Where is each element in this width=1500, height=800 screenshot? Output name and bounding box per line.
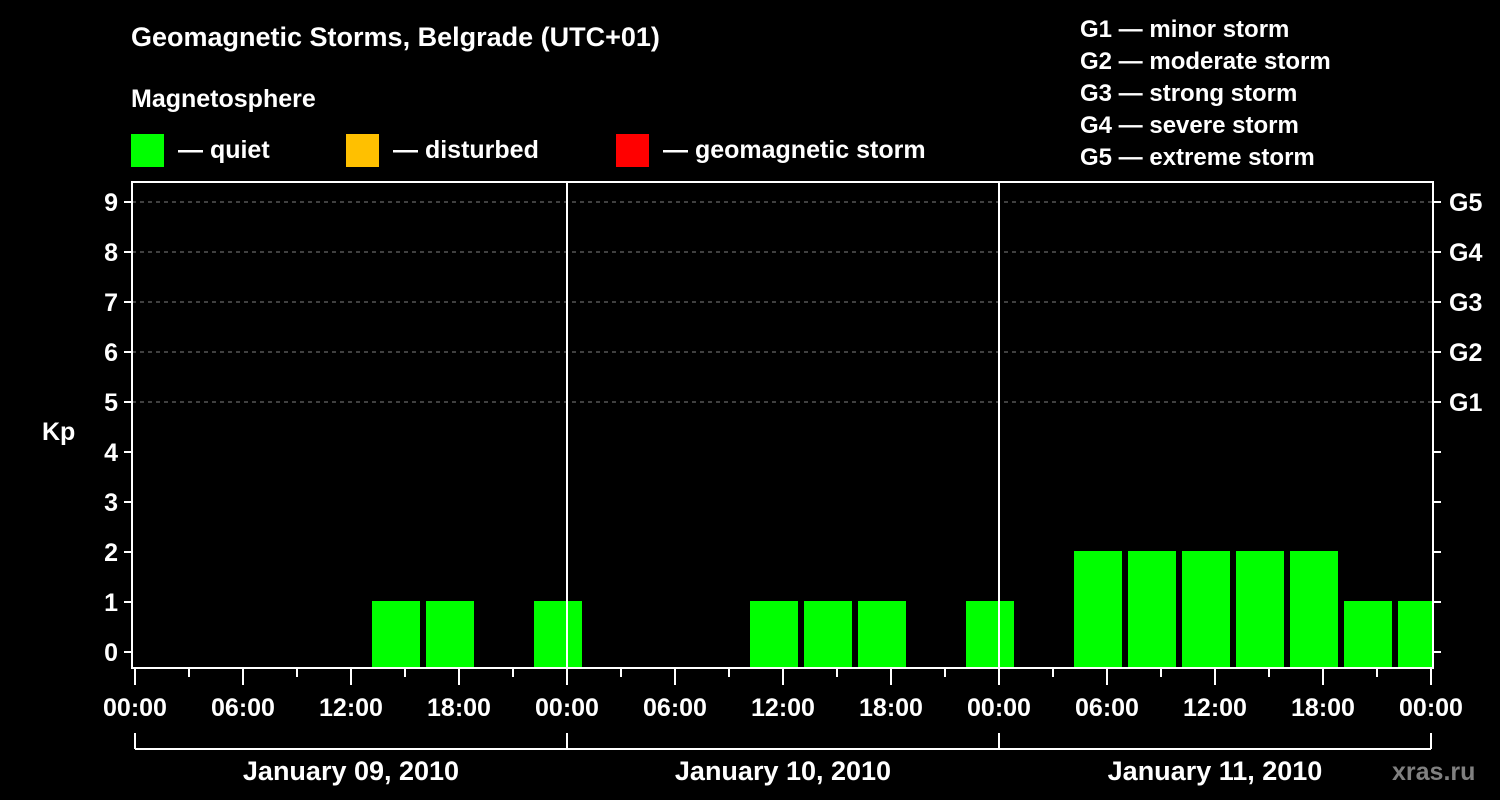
kp-bar (1074, 551, 1122, 667)
storm-scale-g1: G1 — minor storm (1080, 16, 1290, 43)
y-tick-label: 4 (104, 439, 118, 467)
y-tick-label: 9 (104, 189, 118, 217)
x-tick-label: 12:00 (1183, 694, 1247, 722)
day-label: January 10, 2010 (675, 756, 891, 786)
y-tick-label: 8 (104, 239, 118, 267)
x-tick-label: 06:00 (211, 694, 275, 722)
x-tick-label: 00:00 (1399, 694, 1463, 722)
kp-bar (1182, 551, 1230, 667)
kp-bar (750, 601, 798, 667)
x-tick-label: 12:00 (751, 694, 815, 722)
g-scale-label: G3 (1449, 289, 1482, 317)
y-tick-label: 3 (104, 489, 118, 517)
y-tick-label: 0 (104, 639, 118, 667)
x-tick-label: 12:00 (319, 694, 383, 722)
legend-quiet: — quiet (131, 133, 270, 167)
kp-bar (966, 601, 1014, 667)
day-label: January 09, 2010 (243, 756, 459, 786)
storm-swatch-icon (616, 133, 649, 167)
magnetosphere-heading: Magnetosphere (131, 85, 316, 113)
kp-bar (858, 601, 906, 667)
y-tick-label: 6 (104, 339, 118, 367)
x-tick-label: 18:00 (859, 694, 923, 722)
g-scale-label: G1 (1449, 389, 1482, 417)
storm-scale-g3: G3 — strong storm (1080, 80, 1298, 107)
x-tick-label: 00:00 (967, 694, 1031, 722)
y-tick-label: 1 (104, 589, 118, 617)
y-axis-label: Kp (42, 418, 75, 446)
y-tick-label: 5 (104, 389, 118, 417)
axes: 0 1 2 3 4 5 6 7 8 9 G1 G2 G3 G4 G5 00:00 06:00 12:00 18:00… (103, 181, 1482, 786)
quiet-swatch-icon (131, 133, 164, 167)
g-scale-label: G4 (1449, 239, 1482, 267)
x-tick-label: 06:00 (1075, 694, 1139, 722)
x-tick-label: 18:00 (1291, 694, 1355, 722)
y-tick-label: 7 (104, 289, 118, 317)
legend-disturbed-label: — disturbed (393, 135, 539, 164)
day-label: January 11, 2010 (1108, 756, 1323, 786)
kp-bar (1128, 551, 1176, 667)
chart-title: Geomagnetic Storms, Belgrade (UTC+01) (131, 22, 660, 52)
kp-bar (1290, 551, 1338, 667)
x-tick-label: 00:00 (535, 694, 599, 722)
y-tick-label: 2 (104, 539, 118, 567)
x-tick-label: 06:00 (643, 694, 707, 722)
storm-scale-g2: G2 — moderate storm (1080, 48, 1331, 75)
kp-bar (1344, 601, 1392, 667)
kp-bar (426, 601, 474, 667)
kp-bar (1236, 551, 1284, 667)
disturbed-swatch-icon (346, 133, 379, 167)
kp-bar (1398, 601, 1432, 667)
kp-bar (534, 601, 582, 667)
kp-bar (804, 601, 852, 667)
g-scale-label: G2 (1449, 339, 1482, 367)
storm-scale-g5: G5 — extreme storm (1080, 144, 1315, 171)
kp-bar (372, 601, 420, 667)
legend-quiet-label: — quiet (178, 135, 270, 164)
x-tick-label: 00:00 (103, 694, 167, 722)
x-tick-label: 18:00 (427, 694, 491, 722)
storm-scale-g4: G4 — severe storm (1080, 112, 1299, 139)
watermark: xras.ru (1392, 758, 1475, 786)
g-scale-label: G5 (1449, 189, 1482, 217)
legend-storm: — geomagnetic storm (616, 133, 926, 167)
legend-storm-label: — geomagnetic storm (663, 135, 926, 164)
storm-scale-legend: G1 — minor storm G2 — moderate storm G3 … (1080, 14, 1331, 174)
legend-disturbed: — disturbed (346, 133, 539, 167)
kp-bars (372, 551, 1432, 667)
grid-lines (132, 201, 1433, 403)
